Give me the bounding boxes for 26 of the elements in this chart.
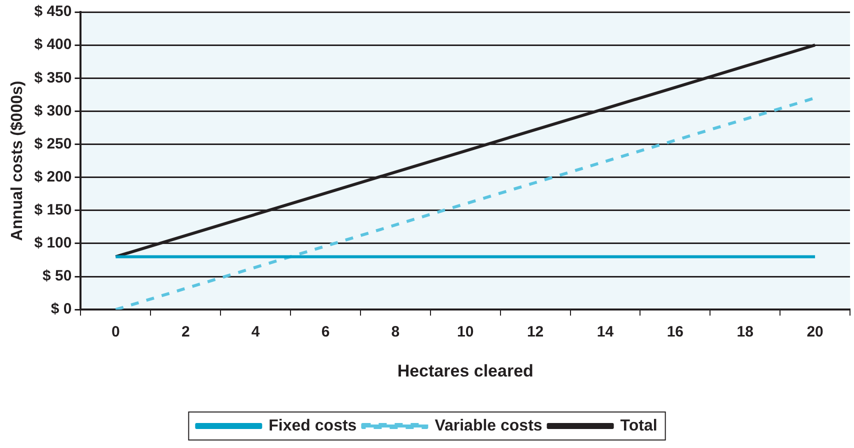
x-tick-label: 18 bbox=[736, 324, 754, 341]
y-tick-label: $ 0 bbox=[50, 300, 72, 318]
y-tick-label: $ 350 bbox=[34, 69, 72, 86]
x-tick-label: 12 bbox=[526, 324, 544, 341]
y-axis-title: Annual costs ($000s) bbox=[9, 80, 26, 241]
x-tick-label: 10 bbox=[457, 324, 474, 341]
x-tick-label: 20 bbox=[806, 324, 824, 341]
y-tick-label: $ 200 bbox=[34, 168, 72, 186]
y-tick-label: $ 150 bbox=[34, 202, 72, 219]
y-tick-label: $ 250 bbox=[34, 135, 72, 152]
y-tick-label: $ 100 bbox=[34, 234, 72, 252]
legend-label: Variable costs bbox=[434, 417, 542, 434]
y-tick-label: $ 300 bbox=[34, 102, 72, 120]
x-tick-label: 0 bbox=[112, 324, 120, 341]
x-tick-label: 16 bbox=[666, 324, 684, 341]
legend-label: Total bbox=[620, 417, 658, 434]
x-tick-label: 14 bbox=[596, 324, 614, 341]
y-tick-label: $ 450 bbox=[34, 3, 72, 20]
legend-label: Fixed costs bbox=[268, 417, 357, 434]
y-tick-label: $ 400 bbox=[34, 36, 72, 54]
x-tick-label: 4 bbox=[251, 324, 260, 341]
x-tick-label: 8 bbox=[391, 324, 400, 341]
y-tick-label: $ 50 bbox=[42, 268, 72, 285]
x-tick-label: 2 bbox=[181, 324, 190, 341]
x-axis-title: Hectares cleared bbox=[397, 361, 534, 380]
x-tick-label: 6 bbox=[321, 324, 330, 341]
